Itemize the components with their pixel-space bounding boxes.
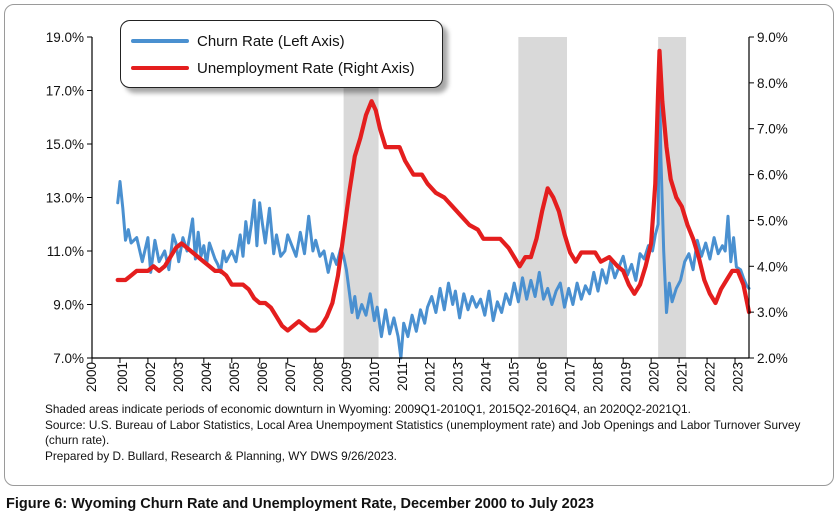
right-tick-label: 9.0% bbox=[757, 30, 788, 45]
churn-rate-line bbox=[116, 70, 751, 360]
legend: Churn Rate (Left Axis) Unemployment Rate… bbox=[120, 20, 443, 88]
x-tick-label: 2005 bbox=[227, 362, 242, 392]
legend-item-churn: Churn Rate (Left Axis) bbox=[131, 30, 345, 52]
legend-item-unemployment: Unemployment Rate (Right Axis) bbox=[131, 57, 415, 79]
x-tick-label: 2015 bbox=[507, 362, 522, 392]
note-prepared-by: Prepared by D. Bullard, Research & Plann… bbox=[45, 448, 397, 463]
left-tick-label: 9.0% bbox=[53, 298, 84, 313]
x-tick-label: 2006 bbox=[255, 362, 270, 392]
legend-label-churn: Churn Rate (Left Axis) bbox=[197, 32, 345, 50]
figure-caption: Figure 6: Wyoming Churn Rate and Unemplo… bbox=[6, 496, 594, 512]
left-tick-label: 17.0% bbox=[46, 84, 84, 99]
x-tick-label: 2023 bbox=[730, 362, 745, 392]
x-tick-label: 2001 bbox=[115, 362, 130, 392]
note-shaded-areas: Shaded areas indicate periods of economi… bbox=[45, 402, 691, 416]
right-tick-label: 7.0% bbox=[757, 122, 788, 137]
legend-label-unemployment: Unemployment Rate (Right Axis) bbox=[197, 59, 415, 77]
x-tick-label: 2012 bbox=[423, 362, 438, 392]
unemployment-rate-line bbox=[115, 48, 752, 333]
legend-swatch-unemployment bbox=[131, 66, 189, 70]
x-tick-label: 2021 bbox=[674, 362, 689, 392]
x-tick-label: 2002 bbox=[143, 362, 158, 392]
legend-swatch-churn bbox=[131, 39, 189, 43]
note-source: Source: U.S. Bureau of Labor Statistics,… bbox=[45, 417, 804, 448]
x-tick-label: 2003 bbox=[171, 362, 186, 392]
left-tick-label: 15.0% bbox=[46, 137, 84, 152]
left-tick-label: 11.0% bbox=[47, 244, 84, 259]
right-tick-label: 8.0% bbox=[757, 76, 788, 91]
tick-labels: 7.0% 9.0% 11.0% 13.0% 15.0% 17.0% 19.0% 2.0% 3.0… bbox=[46, 30, 788, 392]
x-tick-label: 2010 bbox=[367, 362, 382, 392]
x-tick-label: 2018 bbox=[590, 362, 605, 392]
x-tick-label: 2004 bbox=[199, 362, 214, 393]
series-lines bbox=[115, 48, 752, 360]
x-tick-label: 2020 bbox=[646, 362, 661, 392]
x-tick-label: 2016 bbox=[535, 362, 550, 392]
left-tick-label: 13.0% bbox=[46, 191, 84, 206]
right-tick-label: 4.0% bbox=[757, 259, 788, 274]
axes bbox=[87, 36, 754, 363]
x-tick-label: 2014 bbox=[479, 362, 494, 393]
x-tick-label: 2017 bbox=[563, 362, 578, 392]
x-tick-label: 2000 bbox=[84, 362, 99, 392]
right-tick-label: 5.0% bbox=[757, 213, 788, 228]
x-tick-label: 2009 bbox=[339, 362, 354, 392]
right-tick-label: 2.0% bbox=[757, 351, 788, 366]
x-tick-label: 2019 bbox=[618, 362, 633, 392]
x-tick-label: 2013 bbox=[451, 362, 466, 392]
chart-svg: 7.0% 9.0% 11.0% 13.0% 15.0% 17.0% 19.0% 2.0% 3.0… bbox=[46, 30, 788, 392]
right-tick-label: 3.0% bbox=[757, 305, 788, 320]
right-tick-label: 6.0% bbox=[757, 168, 788, 183]
x-tick-label: 2007 bbox=[283, 362, 298, 392]
left-tick-label: 19.0% bbox=[46, 30, 84, 45]
recession-band-1 bbox=[518, 37, 567, 358]
x-tick-label: 2022 bbox=[702, 362, 717, 392]
x-tick-label: 2008 bbox=[311, 362, 326, 392]
chart-notes: Shaded areas indicate periods of economi… bbox=[45, 402, 815, 464]
x-tick-label: 2011 bbox=[395, 362, 410, 391]
left-tick-label: 7.0% bbox=[53, 351, 84, 366]
